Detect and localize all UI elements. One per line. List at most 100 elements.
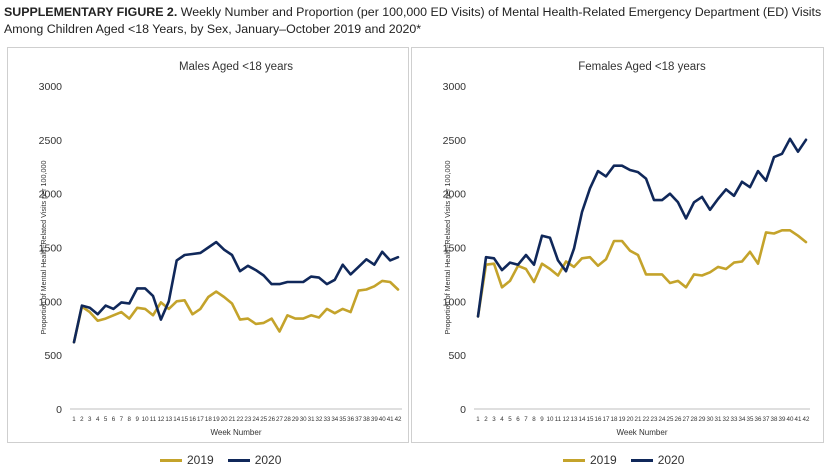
x-tick-label: 17 bbox=[197, 416, 204, 423]
legend-label-2020: 2020 bbox=[657, 453, 685, 467]
x-tick-label: 30 bbox=[300, 416, 307, 423]
x-tick-label: 5 bbox=[508, 416, 512, 423]
legend-item-2020: 2020 bbox=[630, 453, 685, 467]
x-tick-label: 42 bbox=[803, 416, 810, 423]
x-tick-label: 4 bbox=[96, 416, 100, 423]
x-tick-label: 30 bbox=[707, 416, 714, 423]
legend-item-2020: 2020 bbox=[227, 453, 282, 467]
x-tick-label: 18 bbox=[611, 416, 618, 423]
x-tick-label: 21 bbox=[635, 416, 642, 423]
y-tick-label: 1000 bbox=[443, 296, 467, 308]
x-tick-label: 2 bbox=[80, 416, 84, 423]
y-tick-label: 1500 bbox=[443, 243, 467, 255]
y-tick-label: 2000 bbox=[443, 189, 467, 201]
legend-males: 2019 2020 bbox=[160, 452, 295, 468]
x-tick-label: 25 bbox=[260, 416, 267, 423]
y-tick-label: 500 bbox=[44, 350, 62, 362]
y-axis-label: Proportion of Mental Health-Related Visi… bbox=[39, 160, 48, 334]
y-tick-label: 2500 bbox=[39, 135, 63, 147]
caption-label: SUPPLEMENTARY FIGURE 2. bbox=[4, 5, 178, 19]
chart-panel-males: Males Aged <18 years 0 500 1000 1500 2000 2500… bbox=[7, 47, 409, 443]
x-tick-label: 10 bbox=[142, 416, 149, 423]
x-tick-label: 14 bbox=[579, 416, 586, 423]
x-tick-label: 38 bbox=[771, 416, 778, 423]
x-tick-label: 31 bbox=[715, 416, 722, 423]
y-tick-label: 3000 bbox=[443, 81, 467, 93]
legend-item-2019: 2019 bbox=[160, 453, 214, 467]
figure-caption: SUPPLEMENTARY FIGURE 2. Weekly Number an… bbox=[4, 4, 826, 38]
x-tick-label: 33 bbox=[323, 416, 330, 423]
legend-swatch-2019 bbox=[563, 458, 585, 462]
y-tick-label: 2500 bbox=[443, 135, 467, 147]
x-tick-label: 8 bbox=[532, 416, 536, 423]
x-tick-label: 22 bbox=[643, 416, 650, 423]
x-tick-label: 26 bbox=[675, 416, 682, 423]
x-tick-label: 36 bbox=[755, 416, 762, 423]
x-tick-label: 34 bbox=[331, 416, 338, 423]
x-tick-label: 24 bbox=[252, 416, 259, 423]
x-tick-label: 7 bbox=[524, 416, 528, 423]
y-tick-label: 0 bbox=[56, 404, 62, 416]
x-tick-label: 3 bbox=[88, 416, 92, 423]
x-axis-label: Week Number bbox=[211, 428, 262, 437]
x-tick-label: 6 bbox=[112, 416, 116, 423]
x-tick-label: 40 bbox=[787, 416, 794, 423]
x-tick-label: 4 bbox=[500, 416, 504, 423]
x-tick-label: 15 bbox=[587, 416, 594, 423]
x-tick-label: 10 bbox=[547, 416, 554, 423]
x-tick-label: 6 bbox=[516, 416, 520, 423]
x-tick-label: 15 bbox=[181, 416, 188, 423]
legend-label-2019: 2019 bbox=[187, 453, 214, 467]
legend-swatch-2019 bbox=[160, 458, 182, 462]
x-tick-label: 11 bbox=[555, 416, 562, 423]
x-axis-label: Week Number bbox=[617, 428, 668, 437]
x-tick-label: 37 bbox=[763, 416, 770, 423]
legend-label-2020: 2020 bbox=[254, 453, 282, 467]
x-tick-label: 12 bbox=[563, 416, 570, 423]
x-tick-label: 19 bbox=[619, 416, 626, 423]
x-tick-label: 22 bbox=[237, 416, 244, 423]
x-tick-label: 13 bbox=[571, 416, 578, 423]
x-tick-label: 19 bbox=[213, 416, 220, 423]
x-tick-label: 36 bbox=[347, 416, 354, 423]
x-tick-label: 3 bbox=[492, 416, 496, 423]
x-tick-label: 12 bbox=[157, 416, 164, 423]
x-tick-label: 25 bbox=[667, 416, 674, 423]
x-tick-label: 29 bbox=[699, 416, 706, 423]
x-tick-label: 18 bbox=[205, 416, 212, 423]
caption-text: Weekly Number and Proportion (per 100,00… bbox=[4, 5, 822, 36]
x-tick-label: 20 bbox=[627, 416, 634, 423]
series-line-2019 bbox=[72, 279, 400, 344]
y-tick-label: 1000 bbox=[39, 296, 63, 308]
y-tick-label: 0 bbox=[460, 404, 466, 416]
x-tick-label: 39 bbox=[371, 416, 378, 423]
chart-title: Females Aged <18 years bbox=[578, 61, 706, 73]
x-tick-label: 34 bbox=[739, 416, 746, 423]
legend-swatch-2020 bbox=[227, 458, 250, 462]
x-tick-label: 1 bbox=[476, 416, 480, 423]
x-tick-label: 7 bbox=[120, 416, 124, 423]
series-line-2019 bbox=[476, 229, 808, 318]
x-tick-label: 20 bbox=[221, 416, 228, 423]
y-tick-label: 2000 bbox=[39, 189, 63, 201]
x-tick-label: 41 bbox=[387, 416, 394, 423]
x-tick-label: 32 bbox=[316, 416, 323, 423]
x-tick-label: 26 bbox=[268, 416, 275, 423]
x-tick-label: 35 bbox=[339, 416, 346, 423]
x-tick-label: 13 bbox=[165, 416, 172, 423]
y-tick-label: 3000 bbox=[39, 81, 63, 93]
x-tick-label: 28 bbox=[691, 416, 698, 423]
legend-label-2019: 2019 bbox=[590, 453, 617, 467]
x-tick-label: 35 bbox=[747, 416, 754, 423]
x-tick-label: 9 bbox=[135, 416, 139, 423]
legend-item-2019: 2019 bbox=[563, 453, 617, 467]
y-tick-label: 1500 bbox=[39, 243, 63, 255]
x-tick-label: 16 bbox=[595, 416, 602, 423]
x-tick-label: 16 bbox=[189, 416, 196, 423]
x-tick-label: 24 bbox=[659, 416, 666, 423]
y-tick-label: 500 bbox=[448, 350, 466, 362]
series-line-2020 bbox=[72, 240, 400, 344]
x-tick-label: 40 bbox=[379, 416, 386, 423]
series-line-2020 bbox=[476, 137, 808, 318]
x-tick-label: 5 bbox=[104, 416, 108, 423]
